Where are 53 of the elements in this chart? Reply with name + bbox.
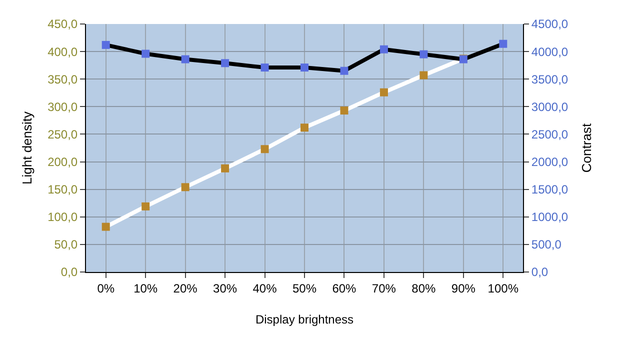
y2-tick-label: 2500,0	[531, 127, 568, 142]
x-axis-title: Display brightness	[255, 312, 354, 326]
point	[142, 50, 150, 58]
y2-tick-label: 3000,0	[531, 100, 568, 114]
x-tick-label: 40%	[252, 281, 278, 296]
x-tick-label: 100%	[488, 281, 519, 296]
y2-axis-title: Contrast	[579, 123, 594, 173]
point	[102, 40, 110, 49]
x-tick-label: 70%	[372, 281, 396, 296]
x-tick-label: 10%	[134, 281, 158, 296]
x-tick-label: 80%	[412, 281, 436, 296]
x-tick-label: 60%	[332, 281, 357, 296]
point	[181, 183, 190, 192]
point	[260, 145, 269, 154]
point	[260, 64, 269, 72]
y2-tick-label: 0,0	[531, 265, 548, 280]
y2-tick-label: 4500,0	[531, 17, 568, 32]
point	[181, 55, 190, 64]
point	[380, 88, 388, 96]
point	[340, 106, 348, 115]
y-tick-label: 100,0	[48, 210, 78, 224]
point	[102, 222, 110, 231]
y-tick-label: 250,0	[48, 127, 78, 142]
point	[142, 202, 150, 210]
point	[340, 66, 348, 75]
point	[221, 164, 230, 172]
y-tick-label: 50,0	[54, 238, 78, 252]
x-tick-label: 90%	[451, 281, 476, 296]
x-tick-label: 0%	[97, 281, 115, 296]
y-tick-label: 0,0	[60, 265, 78, 280]
point	[420, 71, 428, 80]
x-tick-label: 30%	[213, 281, 238, 296]
y2-tick-label: 1500,0	[531, 182, 568, 197]
y2-tick-label: 3500,0	[531, 72, 568, 86]
point	[380, 45, 388, 54]
y2-tick-label: 500,0	[531, 238, 562, 252]
y2-tick-label: 1000,0	[531, 210, 568, 224]
y2-tick-label: 4000,0	[531, 44, 568, 59]
point	[300, 124, 308, 132]
point	[300, 64, 308, 72]
y-tick-label: 450,0	[48, 17, 78, 32]
point	[221, 59, 230, 68]
y2-tick-label: 2000,0	[531, 154, 568, 169]
x-tick-label: 50%	[292, 281, 317, 296]
y-axis-title: Light density	[20, 111, 35, 184]
y-tick-label: 150,0	[48, 182, 78, 197]
x-tick-label: 20%	[173, 281, 198, 296]
y-tick-label: 350,0	[48, 72, 78, 86]
y-tick-label: 200,0	[48, 154, 78, 169]
point	[499, 40, 508, 48]
y-tick-label: 400,0	[48, 44, 78, 59]
point	[420, 50, 428, 58]
y-tick-label: 300,0	[48, 100, 78, 114]
